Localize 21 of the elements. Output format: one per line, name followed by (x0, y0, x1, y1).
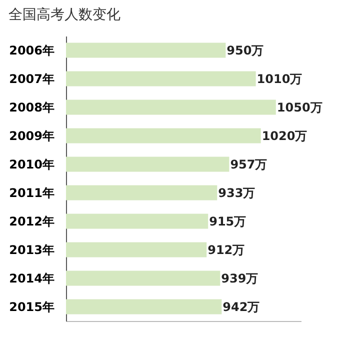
y-tick-label: 2015年 (9, 300, 54, 314)
data-label: 957万 (230, 157, 268, 172)
data-label: 912万 (208, 242, 245, 257)
y-tick-label: 2007年 (9, 72, 54, 86)
data-label: 939万 (221, 271, 258, 286)
data-label: 1050万 (276, 100, 322, 114)
data-label: 950万 (226, 43, 264, 58)
y-tick-label: 2009年 (9, 128, 54, 143)
data-label: 1020万 (262, 128, 308, 143)
data-label: 1010万 (256, 72, 302, 86)
y-tick-label: 2011年 (9, 186, 54, 200)
y-tick-label: 2006年 (9, 43, 54, 58)
y-tick-label: 2010年 (9, 157, 54, 172)
y-tick-label: 2013年 (9, 242, 54, 257)
y-tick-label: 2008年 (9, 100, 54, 114)
data-label: 942万 (222, 300, 260, 314)
y-tick-label: 2012年 (9, 214, 54, 228)
data-label: 933万 (218, 186, 256, 200)
chart-title: 全国高考人数变化 (8, 7, 121, 23)
y-tick-label: 2014年 (9, 271, 54, 286)
data-label: 915万 (209, 214, 246, 228)
